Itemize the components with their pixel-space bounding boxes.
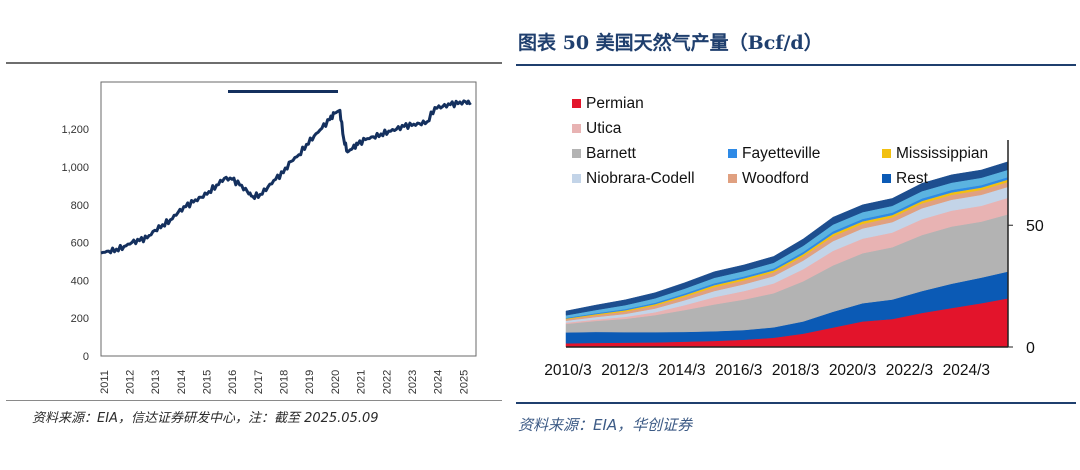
x-tick-label: 2020/3: [829, 362, 876, 379]
x-tick-label: 2016: [227, 370, 239, 394]
x-tick-label: 2018/3: [772, 362, 819, 379]
x-tick-label: 2025: [458, 370, 470, 394]
x-tick-label: 2015: [201, 370, 213, 394]
x-axis-ticks: 2011 2012 2013 2014 2015 2016 2017 2018 2019 2020…: [99, 370, 471, 394]
legend-swatch: [228, 90, 338, 93]
series-line: [100, 99, 472, 255]
legend-swatch: [572, 124, 581, 133]
chart-title: 图表 50 美国天然气产量（Bcf/d）: [518, 32, 823, 54]
source-note: 资料来源：EIA，华创证券: [518, 416, 693, 434]
line-chart: 0 200 400 600 800 1,000 1,200 2011 2012 2013 2014…: [61, 81, 477, 394]
y-tick-label: 0: [83, 351, 89, 363]
y-tick-label: 800: [71, 200, 89, 212]
x-tick-label: 2010/3: [544, 362, 591, 379]
y-tick-label: 400: [71, 275, 89, 287]
legend-label: Fayetteville: [742, 145, 820, 162]
legend-label: Niobrara-Codell: [586, 170, 695, 187]
x-tick-label: 2013: [150, 370, 162, 394]
legend-label: Barnett: [586, 145, 637, 162]
area-chart: 0 50 2010/3 2012/3 2014/3 2016/3 2018/3 2020/3…: [544, 95, 1044, 379]
x-tick-label: 2016/3: [715, 362, 762, 379]
legend-swatch: [882, 174, 891, 183]
legend-label: Rest: [896, 170, 929, 187]
x-tick-label: 2024: [433, 370, 445, 394]
top-rule: [6, 62, 502, 64]
legend-swatch: [572, 174, 581, 183]
y-tick-label: 200: [71, 313, 89, 325]
x-tick-label: 2022/3: [886, 362, 933, 379]
legend-swatch: [728, 149, 737, 158]
x-tick-label: 2011: [99, 370, 111, 394]
bottom-rule: [516, 402, 1076, 404]
x-axis-ticks: 2010/3 2012/3 2014/3 2016/3 2018/3 2020/3 2022…: [544, 362, 990, 379]
legend-label: Permian: [586, 95, 644, 112]
left-panel: 0 200 400 600 800 1,000 1,200 2011 2012 2013 2014…: [0, 0, 510, 470]
y-tick-label: 0: [1026, 340, 1035, 357]
legend-label: Utica: [586, 120, 622, 137]
x-tick-label: 2012: [124, 370, 136, 394]
x-tick-label: 2014: [176, 370, 188, 394]
x-tick-label: 2024/3: [943, 362, 990, 379]
x-tick-label: 2018: [279, 370, 291, 394]
x-tick-label: 2022: [381, 370, 393, 394]
y-tick-label: 1,200: [61, 124, 89, 136]
legend-swatch: [572, 99, 581, 108]
x-tick-label: 2020: [330, 370, 342, 394]
y-tick-label: 600: [71, 238, 89, 250]
x-tick-label: 2021: [356, 370, 368, 394]
x-tick-label: 2023: [407, 370, 419, 394]
title-rule: [516, 64, 1076, 66]
legend-swatch: [728, 174, 737, 183]
plot-frame: [100, 81, 477, 357]
source-note: 资料来源：EIA，信达证券研发中心，注：截至 2025.05.09: [32, 411, 379, 426]
x-tick-label: 2019: [304, 370, 316, 394]
legend-swatch: [572, 149, 581, 158]
x-tick-label: 2014/3: [658, 362, 705, 379]
x-tick-label: 2017: [253, 370, 265, 394]
y-axis-ticks: 0 50: [1008, 218, 1044, 357]
x-tick-label: 2012/3: [601, 362, 648, 379]
right-panel: 图表 50 美国天然气产量（Bcf/d） 0 50 2010/3 2012/3 201…: [510, 0, 1080, 470]
y-axis-ticks: 0 200 400 600 800 1,000 1,200: [61, 124, 89, 363]
area-series: [565, 161, 1009, 348]
legend-swatch: [882, 149, 891, 158]
legend-label: Mississippian: [896, 145, 988, 162]
bottom-rule: [6, 400, 502, 401]
legend: Permian Rest Barnett Utica Niobrara-Codell Wo…: [572, 95, 988, 187]
y-tick-label: 50: [1026, 218, 1044, 235]
y-tick-label: 1,000: [61, 162, 89, 174]
legend-label: Woodford: [742, 170, 809, 187]
